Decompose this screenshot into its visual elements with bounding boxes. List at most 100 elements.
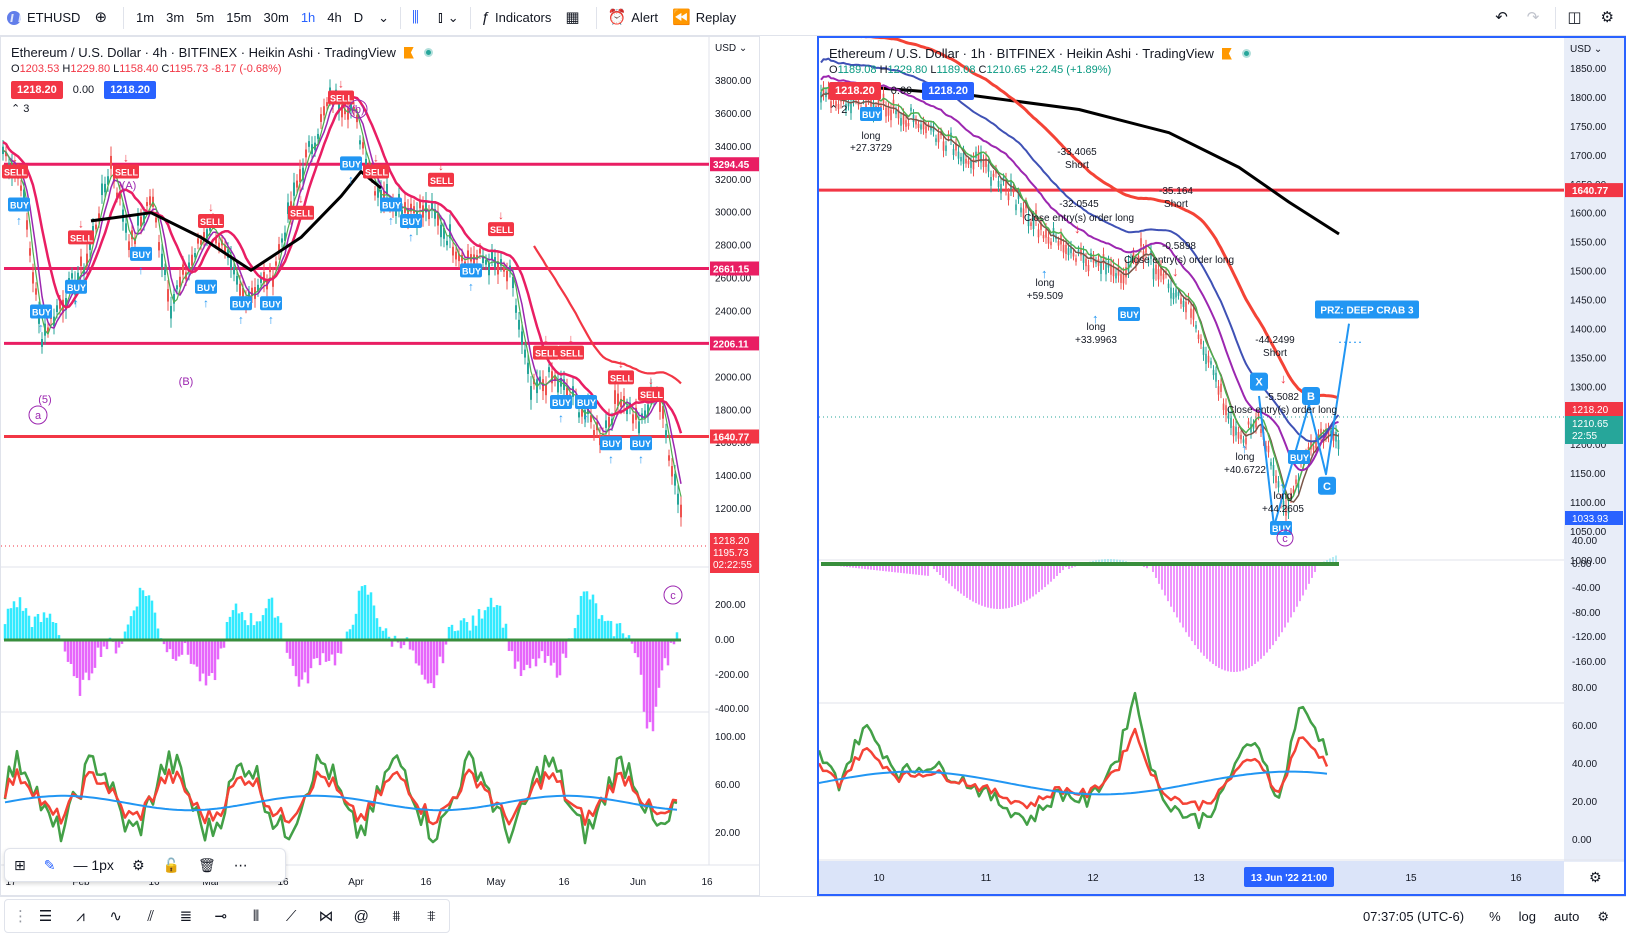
interval-5m[interactable]: 5m	[196, 10, 215, 25]
sell-signal-badge[interactable]	[608, 370, 634, 385]
harmonic-point-marker[interactable]	[1302, 387, 1320, 406]
interval-4h[interactable]: 4h	[327, 10, 342, 25]
buy-signal-badge[interactable]	[1288, 450, 1310, 464]
tool-long-position[interactable]: ⩩	[379, 901, 414, 931]
templates-button[interactable]: ▦	[558, 0, 591, 36]
flag-icon[interactable]	[1221, 47, 1232, 60]
interval-dropdown[interactable]: ⌄	[371, 0, 396, 36]
chart-canvas-4h[interactable]: USD ⌄3800.003600.003400.003200.003000.00…	[1, 37, 760, 896]
drag-handle[interactable]: ⊞	[5, 849, 35, 881]
interval-15m[interactable]: 15m	[226, 10, 252, 25]
currency-label[interactable]: USD ⌄	[1570, 44, 1602, 55]
buy-signal-badge[interactable]	[30, 304, 52, 319]
sell-signal-badge[interactable]	[2, 164, 28, 179]
drag-handle[interactable]: ⋮	[13, 908, 28, 925]
buy-signal-badge[interactable]	[860, 107, 882, 121]
undo-button[interactable]: ↶	[1488, 0, 1520, 36]
buy-signal-badge[interactable]	[230, 296, 252, 311]
buy-signal-badge[interactable]	[550, 395, 572, 410]
sell-signal-badge[interactable]	[288, 205, 314, 220]
buy-signal-badge[interactable]	[1270, 521, 1292, 535]
tool-short-position[interactable]: ⩨	[414, 901, 449, 931]
compare-symbol-button[interactable]: ⊕	[87, 0, 119, 36]
sell-signal-badge[interactable]	[363, 164, 389, 179]
buy-signal-badge[interactable]	[8, 197, 30, 212]
elliott-wave-label[interactable]: (A)	[122, 180, 137, 192]
sell-signal-badge[interactable]	[68, 230, 94, 245]
layout-button[interactable]: ◫	[1560, 0, 1593, 36]
sell-signal-badge[interactable]	[488, 222, 514, 237]
sell-signal-badge[interactable]	[533, 345, 559, 360]
elliott-wave-label[interactable]: (b)	[351, 104, 364, 116]
delete-button[interactable]: 🗑	[189, 849, 225, 881]
interval-30m[interactable]: 30m	[263, 10, 289, 25]
tool-trend-line[interactable]: ⟋	[274, 901, 309, 931]
buy-signal-badge[interactable]	[575, 395, 597, 410]
buy-signal-badge[interactable]	[65, 279, 87, 294]
buy-signal-badge[interactable]	[260, 296, 282, 311]
chart-canvas-1h[interactable]: USD ⌄1850.001800.001750.001700.001650.00…	[819, 38, 1626, 896]
chart-properties-button[interactable]: ⚙	[1588, 909, 1618, 925]
elliott-wave-label[interactable]: (B)	[179, 376, 194, 388]
interval-1h[interactable]: 1h	[300, 10, 316, 25]
sell-signal-badge[interactable]	[638, 386, 664, 401]
line-color-button[interactable]: ✎	[35, 849, 65, 881]
elliott-wave-label[interactable]: c	[670, 590, 676, 602]
buy-price-badge[interactable]: 1218.20	[104, 81, 156, 99]
currency-label[interactable]: USD ⌄	[715, 43, 747, 54]
tool-fib-spiral[interactable]: @	[344, 901, 379, 931]
indicator-toggle[interactable]: ⌃ 2	[829, 104, 848, 116]
log-scale-toggle[interactable]: log	[1518, 909, 1537, 924]
buy-signal-badge[interactable]	[600, 436, 622, 451]
lock-button[interactable]: 🔓	[154, 849, 189, 881]
buy-price-badge[interactable]: 1218.20	[922, 82, 974, 100]
interval-D[interactable]: D	[353, 10, 364, 25]
line-width-button[interactable]: — 1px	[64, 849, 122, 881]
tool-elliott-wave[interactable]: ∿	[98, 901, 133, 931]
tool-fib-retracement[interactable]: ≣	[168, 901, 203, 931]
drawing-settings-button[interactable]: ⚙	[123, 849, 154, 881]
harmonic-point-marker[interactable]	[1250, 372, 1268, 391]
elliott-wave-label[interactable]: c	[1282, 533, 1288, 545]
elliott-wave-label[interactable]: (5)	[38, 394, 51, 406]
tool-xabcd-pattern[interactable]: ⋈	[309, 901, 344, 931]
chart-type-button[interactable]: ⫾ ⌄	[431, 0, 466, 36]
tool-horizontal-lines[interactable]: ☰	[28, 901, 63, 931]
buy-signal-badge[interactable]	[1118, 307, 1140, 321]
buy-signal-badge[interactable]	[630, 436, 652, 451]
more-button[interactable]: ⋯	[225, 849, 257, 881]
sell-signal-badge[interactable]	[428, 172, 454, 187]
tool-abcd-pattern[interactable]: ⩘	[63, 901, 98, 931]
interval-1m[interactable]: 1m	[136, 10, 155, 25]
sell-signal-badge[interactable]	[198, 213, 224, 228]
sell-price-badge[interactable]: 1218.20	[11, 81, 63, 99]
prz-label-box[interactable]	[1315, 300, 1419, 319]
sell-price-badge[interactable]: 1218.20	[829, 82, 881, 100]
indicator-toggle[interactable]: ⌃ 3	[11, 103, 30, 115]
elliott-wave-label[interactable]: a	[35, 410, 42, 422]
buy-signal-badge[interactable]	[130, 246, 152, 261]
tool-parallel-channel[interactable]: ⫽	[133, 901, 168, 931]
buy-signal-badge[interactable]	[460, 263, 482, 278]
symbol-search[interactable]: ETHUSD	[0, 0, 87, 36]
sell-signal-badge[interactable]	[113, 164, 139, 179]
flag-icon[interactable]	[403, 46, 414, 59]
harmonic-point-marker[interactable]	[1318, 476, 1336, 495]
timezone-clock[interactable]: 07:37:05 (UTC-6)	[1362, 909, 1465, 924]
interval-3m[interactable]: 3m	[166, 10, 185, 25]
settings-button[interactable]: ⚙	[1594, 0, 1626, 36]
chart-panel-4h[interactable]: USD ⌄ 3800.00 3600.00 3400.00 3200.00 3000.00…	[0, 36, 760, 896]
tool-horizontal-ray[interactable]: ⊸	[203, 901, 238, 931]
auto-scale-toggle[interactable]: auto	[1554, 909, 1580, 924]
buy-signal-badge[interactable]	[400, 213, 422, 228]
redo-button[interactable]: ↷	[1520, 0, 1552, 36]
tool-date-range[interactable]: ⦀	[238, 901, 273, 931]
buy-signal-badge[interactable]	[340, 156, 362, 171]
chart-panel-1h[interactable]: USD ⌄1850.001800.001750.001700.001650.00…	[817, 36, 1626, 896]
indicators-button[interactable]: ƒ Indicators	[475, 0, 559, 36]
sell-signal-badge[interactable]	[328, 90, 354, 105]
bar-style-button[interactable]: ⫼	[405, 0, 431, 36]
buy-signal-badge[interactable]	[195, 279, 217, 294]
buy-signal-badge[interactable]	[380, 197, 402, 212]
percent-scale-toggle[interactable]: %	[1489, 909, 1501, 924]
